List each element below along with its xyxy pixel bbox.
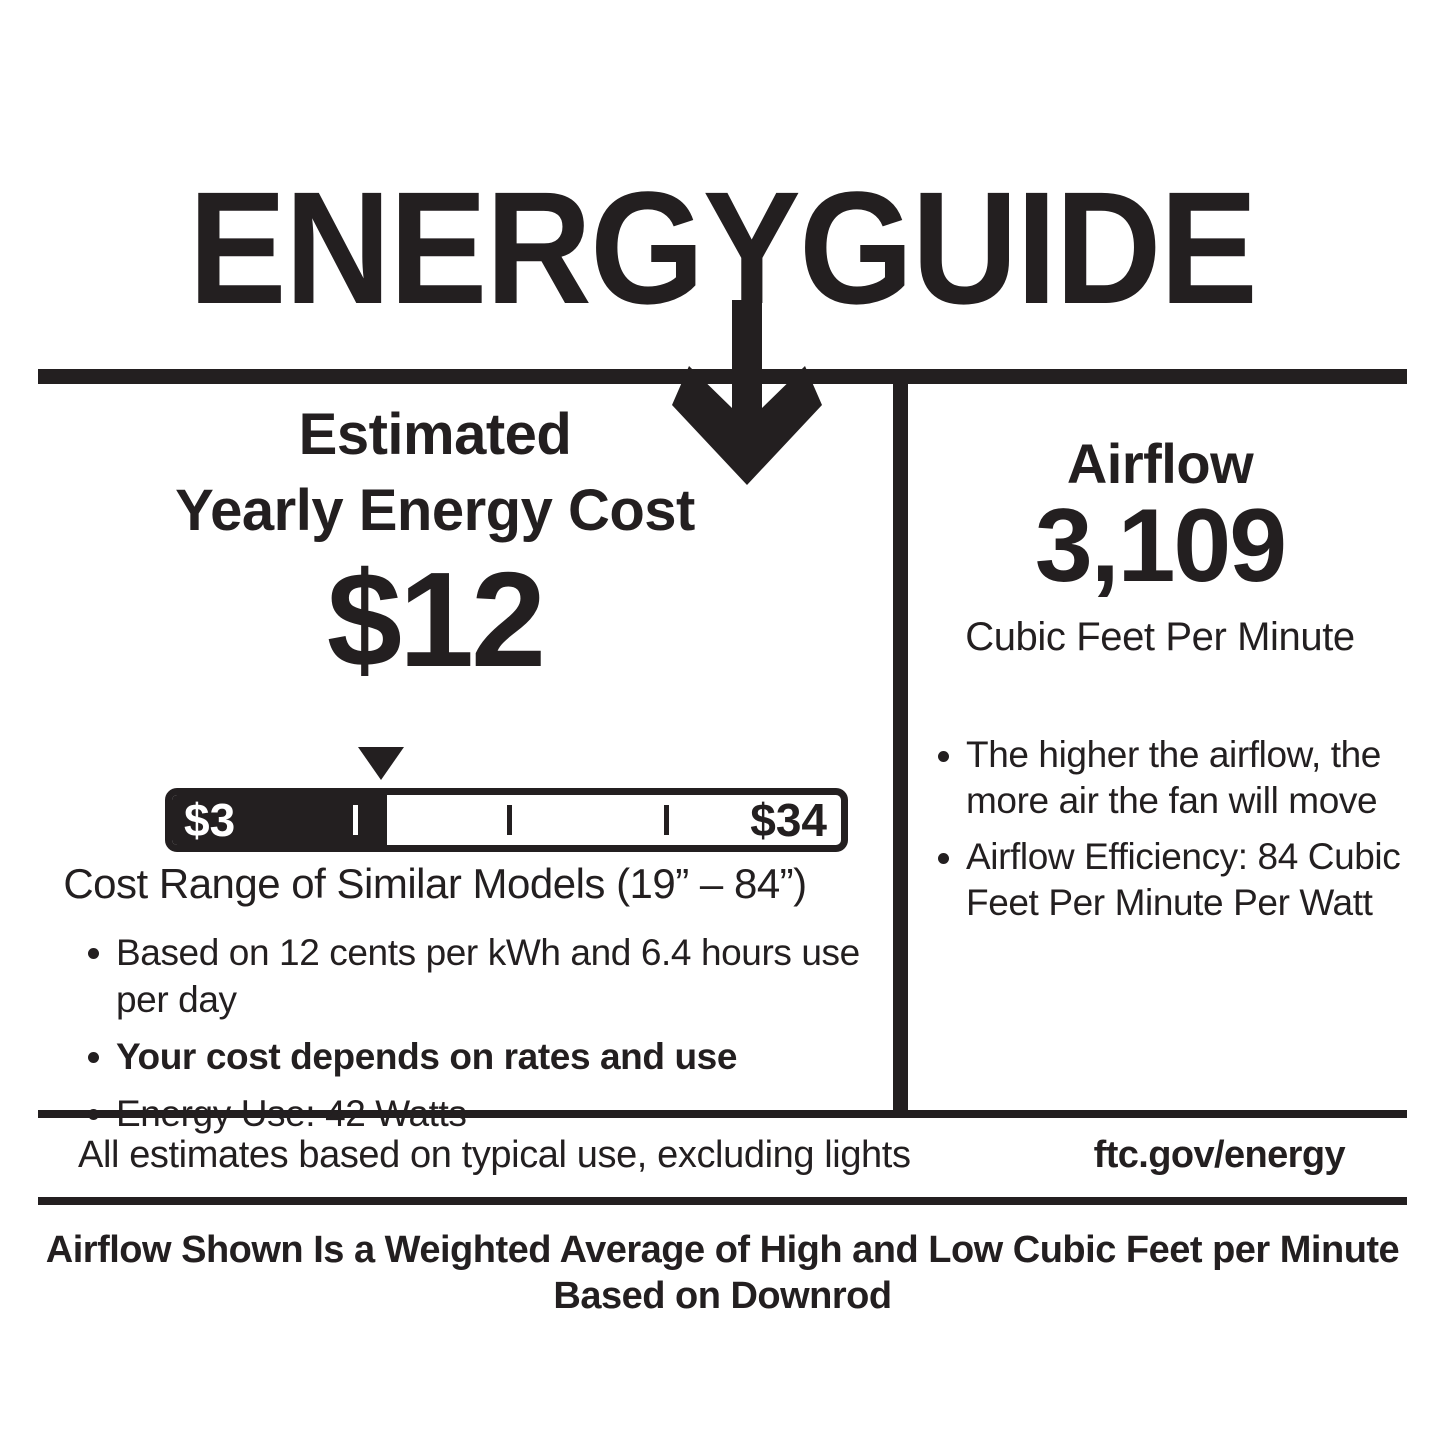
estimated-cost-heading-line1: Estimated: [298, 402, 572, 467]
cost-range-tick-1: [352, 805, 358, 835]
list-item-label: Based on 12 cents per kWh and 6.4 hours …: [116, 932, 860, 1020]
right-bullet-list: The higher the airflow, the more air the…: [930, 732, 1410, 936]
list-item: Airflow Efficiency: 84 Cubic Feet Per Mi…: [930, 834, 1410, 926]
cost-range-scale: $3 $34: [125, 747, 848, 852]
airflow-units: Cubic Feet Per Minute: [965, 615, 1355, 659]
airflow-panel: Airflow 3,109 Cubic Feet Per Minute The …: [910, 392, 1410, 1108]
footer-note: All estimates based on typical use, excl…: [78, 1134, 911, 1176]
bottom-caption: Airflow Shown Is a Weighted Average of H…: [45, 1229, 1400, 1317]
list-item: Energy Use: 42 Watts: [80, 1090, 910, 1137]
down-arrow-icon: [672, 300, 822, 485]
energyguide-wordmark: ENERGYGUIDE: [188, 158, 1258, 337]
bullet-dot-icon: [88, 1052, 99, 1064]
cost-range-fill: [172, 795, 388, 845]
estimated-cost-heading-line2: Yearly Energy Cost: [175, 478, 695, 543]
estimated-cost-value: $12: [326, 544, 546, 695]
masthead: ENERGYGUIDE: [0, 158, 1445, 337]
cost-range-caption: Cost Range of Similar Models (19” – 84”): [63, 860, 807, 907]
list-item: The higher the airflow, the more air the…: [930, 732, 1410, 824]
list-item: Based on 12 cents per kWh and 6.4 hours …: [80, 929, 910, 1023]
cost-range-marker-icon: [358, 747, 404, 780]
bullet-dot-icon: [88, 1109, 99, 1121]
airflow-value: 3,109: [1034, 488, 1287, 604]
divider-vertical: [893, 369, 908, 1118]
estimated-cost-panel: Estimated Yearly Energy Cost $12 $3 $34 …: [40, 392, 890, 1135]
cost-range-tick-2: [506, 805, 512, 835]
cost-range-low-label: $3: [184, 794, 236, 846]
left-bullet-list: Based on 12 cents per kWh and 6.4 hours …: [80, 929, 910, 1147]
divider-mid-rule: [38, 1110, 1407, 1118]
list-item-label: Airflow Efficiency: 84 Cubic Feet Per Mi…: [966, 836, 1401, 923]
divider-top-rule: [38, 369, 1407, 384]
footer-url[interactable]: ftc.gov/energy: [1093, 1134, 1346, 1176]
cost-range-tick-3: [663, 805, 669, 835]
list-item: Your cost depends on rates and use: [80, 1033, 910, 1080]
list-item-label: The higher the airflow, the more air the…: [966, 734, 1381, 821]
airflow-title: Airflow: [1066, 432, 1254, 495]
bullet-dot-icon: [938, 853, 949, 865]
cost-range-high-label: $34: [750, 794, 827, 846]
bullet-dot-icon: [88, 948, 99, 960]
divider-bottom-rule: [38, 1197, 1407, 1205]
list-item-label: Energy Use: 42 Watts: [116, 1093, 467, 1134]
bullet-dot-icon: [938, 751, 949, 763]
cost-range-bar: $3 $34: [165, 788, 848, 852]
list-item-label: Your cost depends on rates and use: [116, 1036, 738, 1077]
